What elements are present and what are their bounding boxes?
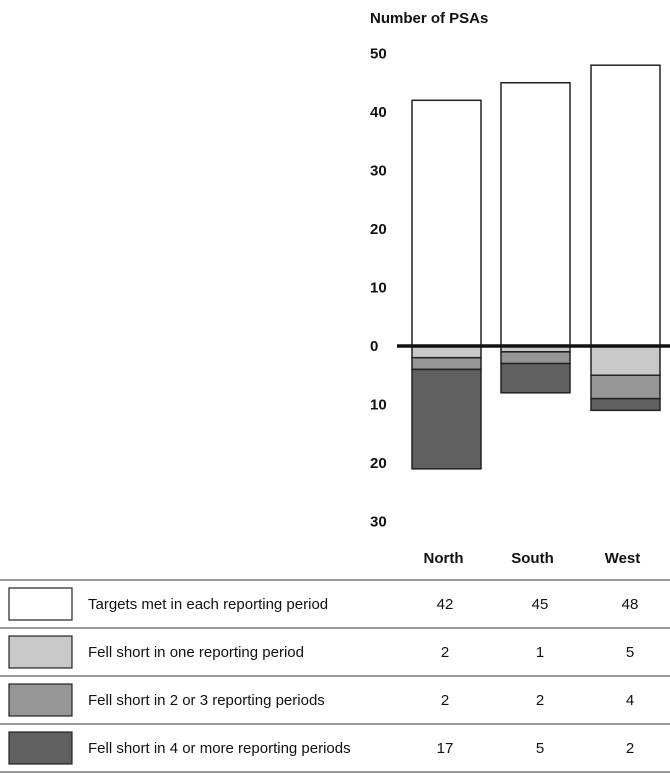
- bar-segment: [411, 99, 482, 347]
- legend-label: Fell short in one reporting period: [88, 644, 304, 661]
- y-tick-label: 0: [370, 338, 378, 355]
- category-label: South: [511, 550, 554, 567]
- y-tick-label: 30: [370, 514, 387, 531]
- category-label: North: [424, 550, 464, 567]
- legend-value: 2: [536, 692, 544, 709]
- category-labels: North South West: [424, 550, 641, 567]
- bar-segment: [500, 362, 571, 394]
- y-tick-label: 20: [370, 455, 387, 472]
- bar-segment: [411, 368, 482, 470]
- bars: [411, 64, 661, 470]
- legend-swatch: [8, 635, 73, 669]
- category-label: West: [605, 550, 641, 567]
- legend-value: 2: [441, 692, 449, 709]
- bar-segment: [590, 397, 661, 412]
- legend-swatch: [8, 683, 73, 717]
- bar-segment: [500, 82, 571, 347]
- bar-segment: [590, 345, 661, 376]
- legend-swatch: [8, 731, 73, 765]
- y-axis-label: Number of PSAs: [370, 10, 488, 27]
- y-tick-label: 50: [370, 46, 387, 63]
- y-tick-labels: 50 40 30 20 10 0 10 20 30: [370, 46, 387, 531]
- legend-value: 5: [536, 740, 544, 757]
- legend-value: 5: [626, 644, 634, 661]
- legend-value: 17: [437, 740, 454, 757]
- legend-value: 45: [532, 596, 549, 613]
- y-tick-label: 30: [370, 163, 387, 180]
- legend-swatch: [8, 587, 73, 621]
- legend-value: 48: [622, 596, 639, 613]
- legend-value: 2: [441, 644, 449, 661]
- bar-segment: [590, 374, 661, 400]
- legend-value: 1: [536, 644, 544, 661]
- legend-label: Targets met in each reporting period: [88, 596, 328, 613]
- legend-value: 2: [626, 740, 634, 757]
- legend-value: 42: [437, 596, 454, 613]
- y-tick-label: 40: [370, 104, 387, 121]
- bar-segment: [411, 356, 482, 371]
- legend-label: Fell short in 2 or 3 reporting periods: [88, 692, 325, 709]
- legend-label: Fell short in 4 or more reporting period…: [88, 740, 351, 757]
- y-tick-label: 20: [370, 221, 387, 238]
- y-tick-label: 10: [370, 397, 387, 414]
- bar-segment: [411, 345, 482, 359]
- bar-segment: [500, 351, 571, 365]
- legend-value: 4: [626, 692, 634, 709]
- legend-table: Targets met in each reporting period 42 45…: [0, 579, 670, 773]
- bar-segment: [590, 64, 661, 347]
- y-tick-label: 10: [370, 280, 387, 297]
